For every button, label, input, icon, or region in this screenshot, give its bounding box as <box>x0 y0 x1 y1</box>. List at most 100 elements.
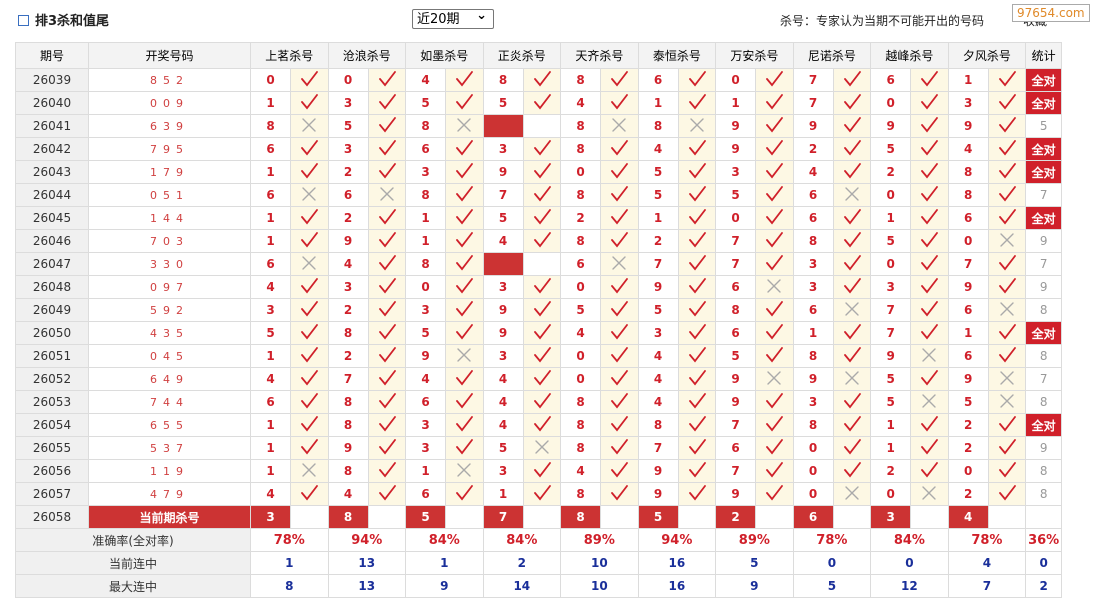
mark-cell <box>367 160 407 184</box>
mark-cell <box>910 160 949 184</box>
blank-cell <box>600 505 639 529</box>
check-icon <box>766 438 784 454</box>
check-icon <box>766 162 784 178</box>
kill-number: 4 <box>482 390 524 414</box>
check-icon <box>766 392 784 408</box>
kill-number: 6 <box>792 183 834 207</box>
check-icon <box>533 323 551 339</box>
mark-cell <box>600 390 639 414</box>
kill-number: 4 <box>250 367 291 391</box>
header-row: 期号 开奖号码 上茗杀号 沧浪杀号 如墨杀号 正炎杀号 天齐杀号 泰恒杀号 万安杀号 尼诺杀号 越峰… <box>15 42 1063 69</box>
cross-icon <box>302 462 316 477</box>
mark-cell <box>755 275 794 299</box>
blank-cell <box>755 505 794 529</box>
check-icon <box>843 461 861 477</box>
mark-cell <box>755 91 794 115</box>
kill-number: 9 <box>637 482 679 506</box>
mark-cell <box>290 413 329 437</box>
mark-cell <box>677 137 717 161</box>
mark-cell <box>677 252 717 276</box>
kill-number: 4 <box>482 367 524 391</box>
mark-cell <box>445 68 484 92</box>
check-icon <box>688 461 706 477</box>
kill-number: 8 <box>792 413 834 437</box>
check-icon <box>611 139 629 155</box>
kill-number: 4 <box>637 344 679 368</box>
current-kill: 8 <box>327 505 369 529</box>
check-icon <box>843 116 861 132</box>
kill-number: 4 <box>327 252 369 276</box>
mark-cell <box>677 436 717 460</box>
mark-cell <box>832 229 872 253</box>
mark-cell <box>987 160 1027 184</box>
mark-cell <box>522 321 562 345</box>
kill-number: 5 <box>482 436 524 460</box>
kill-number: 8 <box>405 252 447 276</box>
kill-number: 2 <box>327 344 369 368</box>
kill-number: 0 <box>792 482 834 506</box>
summary-value: 89% <box>560 528 639 552</box>
kill-number: 4 <box>637 390 679 414</box>
draw-number: 119 <box>88 459 251 483</box>
check-icon <box>998 208 1016 224</box>
stat: 全对 <box>1025 321 1063 345</box>
current-kill: 8 <box>560 505 602 529</box>
kill-number: 4 <box>482 229 524 253</box>
column-header: 天齐杀号 <box>560 42 639 69</box>
stat: 全对 <box>1025 413 1063 437</box>
issue: 26051 <box>15 344 89 368</box>
kill-number: 5 <box>405 321 447 345</box>
kill-number: 7 <box>715 229 757 253</box>
summary-value: 13 <box>327 574 407 598</box>
mark-cell <box>832 206 872 230</box>
check-icon <box>533 162 551 178</box>
cross-icon <box>845 370 859 385</box>
mark-cell <box>755 298 794 322</box>
mark-cell <box>677 114 717 138</box>
kill-number: 9 <box>327 229 369 253</box>
data-row: 26042 795 6 3 6 3 8 4 9 2 5 4 全对 <box>15 137 1063 161</box>
stat: 全对 <box>1025 206 1063 230</box>
check-icon <box>533 415 551 431</box>
check-icon <box>533 484 551 500</box>
summary-value: 0 <box>1025 551 1063 575</box>
mark-cell <box>445 413 484 437</box>
check-icon <box>533 70 551 86</box>
check-icon <box>921 162 939 178</box>
kill-number: 8 <box>482 68 524 92</box>
mark-cell <box>755 436 794 460</box>
cross-icon <box>302 186 316 201</box>
check-icon <box>843 231 861 247</box>
check-icon <box>688 323 706 339</box>
mark-cell <box>445 482 484 506</box>
mark-cell <box>832 114 872 138</box>
mark-cell <box>600 206 639 230</box>
mark-cell <box>755 390 794 414</box>
missing-kill <box>482 252 524 276</box>
mark-cell <box>367 183 407 207</box>
mark-cell <box>755 482 794 506</box>
mark-cell <box>445 160 484 184</box>
data-row: 26054 655 1 8 3 4 8 8 7 8 1 2 全对 <box>15 413 1063 437</box>
blank-cell <box>445 505 484 529</box>
mark-cell <box>677 367 717 391</box>
check-icon <box>378 231 396 247</box>
stat: 8 <box>1025 482 1063 506</box>
kill-number: 6 <box>250 252 291 276</box>
mark-cell <box>445 229 484 253</box>
kill-number: 9 <box>870 344 912 368</box>
kill-number: 6 <box>792 298 834 322</box>
kill-number: 2 <box>637 229 679 253</box>
kill-number: 2 <box>870 459 912 483</box>
kill-number: 9 <box>327 436 369 460</box>
blank-cell <box>522 505 562 529</box>
mark-cell <box>987 390 1027 414</box>
period-select[interactable]: 近20期 <box>412 6 494 29</box>
check-icon <box>998 323 1016 339</box>
kill-number: 1 <box>250 413 291 437</box>
check-icon <box>766 93 784 109</box>
kill-number: 3 <box>715 160 757 184</box>
summary-value: 5 <box>792 574 872 598</box>
summary-value: 78% <box>792 528 872 552</box>
kill-number: 8 <box>560 114 602 138</box>
